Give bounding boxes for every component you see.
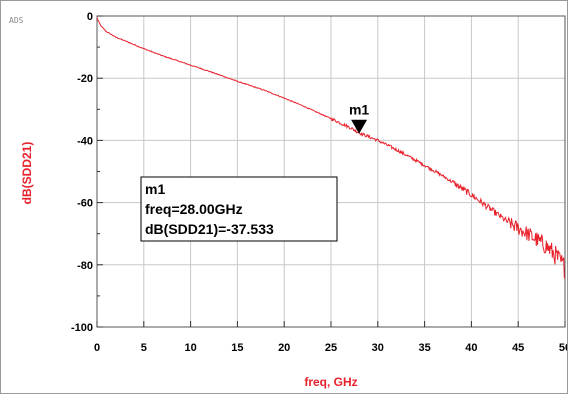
readout-value: dB(SDD21)=-37.533 [145,221,274,237]
y-tick-label: -80 [77,260,93,272]
marker-label: m1 [349,102,369,118]
x-tick-label: 30 [372,342,384,354]
marker-readout-box[interactable]: m1 freq=28.00GHz dB(SDD21)=-37.533 [140,176,338,242]
y-tick-label: -100 [71,322,93,334]
x-tick-label: 15 [231,342,243,354]
x-tick-label: 25 [325,342,337,354]
x-tick-label: 0 [94,342,100,354]
y-tick-label: -60 [77,198,93,210]
x-tick-label: 10 [184,342,196,354]
x-tick-label: 5 [141,342,147,354]
y-tick-label: 0 [87,11,93,23]
sdd21-series-line [96,17,566,280]
readout-freq: freq=28.00GHz [145,201,243,217]
ads-corner-tag: ADS [9,16,24,25]
readout-marker-name: m1 [145,181,165,197]
x-axis-title: freq, GHz [304,375,357,389]
marker-triangle-icon[interactable] [351,119,368,134]
x-tick-label: 40 [465,342,477,354]
x-tick-label: 20 [278,342,290,354]
x-tick-label: 50 [559,342,567,354]
y-tick-label: -20 [77,73,93,85]
x-tick-label: 45 [512,342,524,354]
y-axis-title: dB(SDD21) [20,142,34,205]
y-tick-label: -40 [77,135,93,147]
x-tick-label: 35 [418,342,430,354]
